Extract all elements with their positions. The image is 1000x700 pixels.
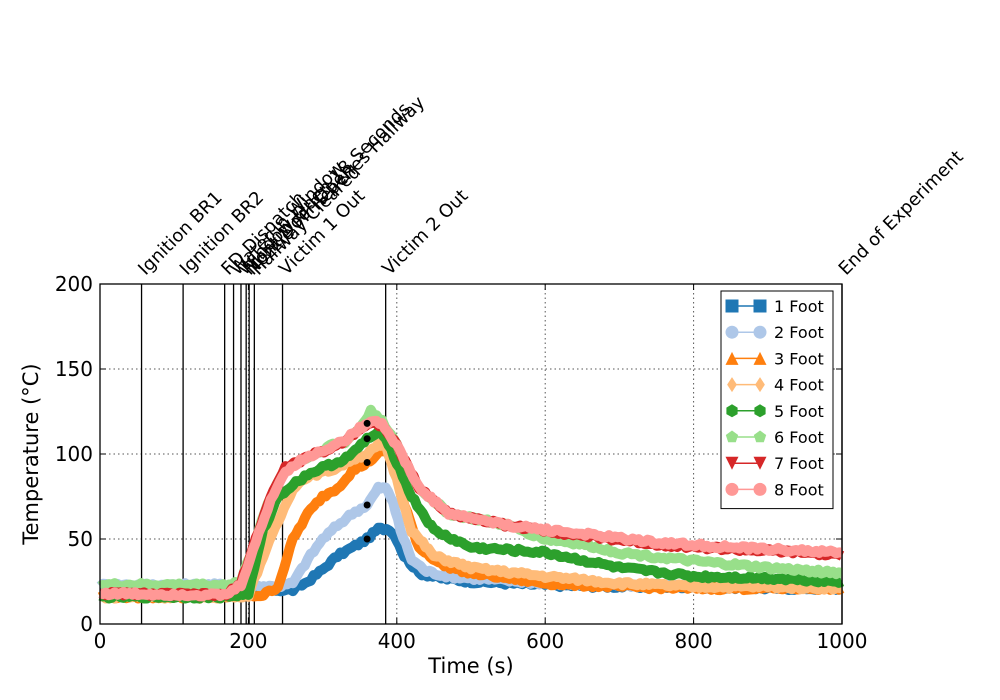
y-tick-label: 50 <box>68 527 93 551</box>
legend: 1 Foot 2 Foot 3 Foot 4 Foot 5 Foot 6 Foot 7 Fo… <box>720 290 834 510</box>
sample-markers <box>363 419 371 543</box>
series-layer <box>96 404 845 604</box>
legend-item: 1 Foot <box>725 297 824 316</box>
y-axis-label: Temperature (°C) <box>19 363 43 545</box>
x-tick-label: 600 <box>526 629 564 653</box>
legend-label: 4 Foot <box>774 376 824 395</box>
legend-box <box>720 290 834 510</box>
y-tick-label: 200 <box>55 272 93 296</box>
legend-marker-circle-icon <box>753 482 767 496</box>
legend-marker-square-icon <box>725 299 739 313</box>
legend-marker-triangle-down-icon <box>753 456 767 470</box>
x-tick-label: 200 <box>229 629 267 653</box>
sample-marker <box>363 419 371 427</box>
legend-marker-triangle-down-icon <box>725 456 739 470</box>
sample-marker <box>363 501 371 509</box>
x-tick-label: 1000 <box>817 629 868 653</box>
event-label: End of Experiment <box>835 147 968 280</box>
x-tick-label: 400 <box>378 629 416 653</box>
legend-item: 4 Foot <box>727 376 824 395</box>
legend-item: 8 Foot <box>725 480 824 499</box>
legend-marker-square-icon <box>753 299 767 313</box>
legend-label: 7 Foot <box>774 454 824 473</box>
legend-marker-circle-icon <box>725 482 739 496</box>
legend-marker-hexagon-icon <box>754 404 766 418</box>
legend-item: 7 Foot <box>725 454 824 473</box>
axis-ticks: 0 200 400 600 800 1000 0 50 100 150 200 <box>55 272 868 653</box>
sample-marker <box>363 459 371 466</box>
y-tick-label: 100 <box>55 442 93 466</box>
legend-marker-circle-icon <box>753 325 767 339</box>
legend-label: 8 Foot <box>774 480 824 499</box>
y-tick-label: 150 <box>55 357 93 381</box>
legend-label: 3 Foot <box>774 349 824 368</box>
legend-marker-hexagon-icon <box>726 404 738 418</box>
legend-item: 2 Foot <box>725 323 824 342</box>
sample-marker <box>363 535 371 543</box>
legend-marker-pentagon-icon <box>725 430 739 443</box>
series-line-8-foot <box>97 415 845 602</box>
legend-label: 5 Foot <box>774 402 824 421</box>
legend-item: 5 Foot <box>726 402 824 421</box>
legend-marker-pentagon-icon <box>753 430 767 443</box>
y-tick-label: 0 <box>80 612 93 636</box>
legend-label: 6 Foot <box>774 428 824 447</box>
legend-item: 6 Foot <box>725 428 824 447</box>
x-tick-label: 800 <box>675 629 713 653</box>
legend-marker-diamond-icon <box>727 377 737 393</box>
legend-marker-triangle-icon <box>753 351 767 365</box>
x-axis-label: Time (s) <box>427 654 513 678</box>
legend-marker-circle-icon <box>725 325 739 339</box>
legend-label: 2 Foot <box>774 323 824 342</box>
sample-marker <box>363 435 371 443</box>
legend-label: 1 Foot <box>774 297 824 316</box>
event-label: Victim 2 Out <box>378 186 472 280</box>
x-tick-label: 0 <box>94 629 107 653</box>
legend-marker-triangle-icon <box>725 351 739 365</box>
legend-marker-diamond-icon <box>755 377 765 393</box>
legend-item: 3 Foot <box>725 349 824 368</box>
